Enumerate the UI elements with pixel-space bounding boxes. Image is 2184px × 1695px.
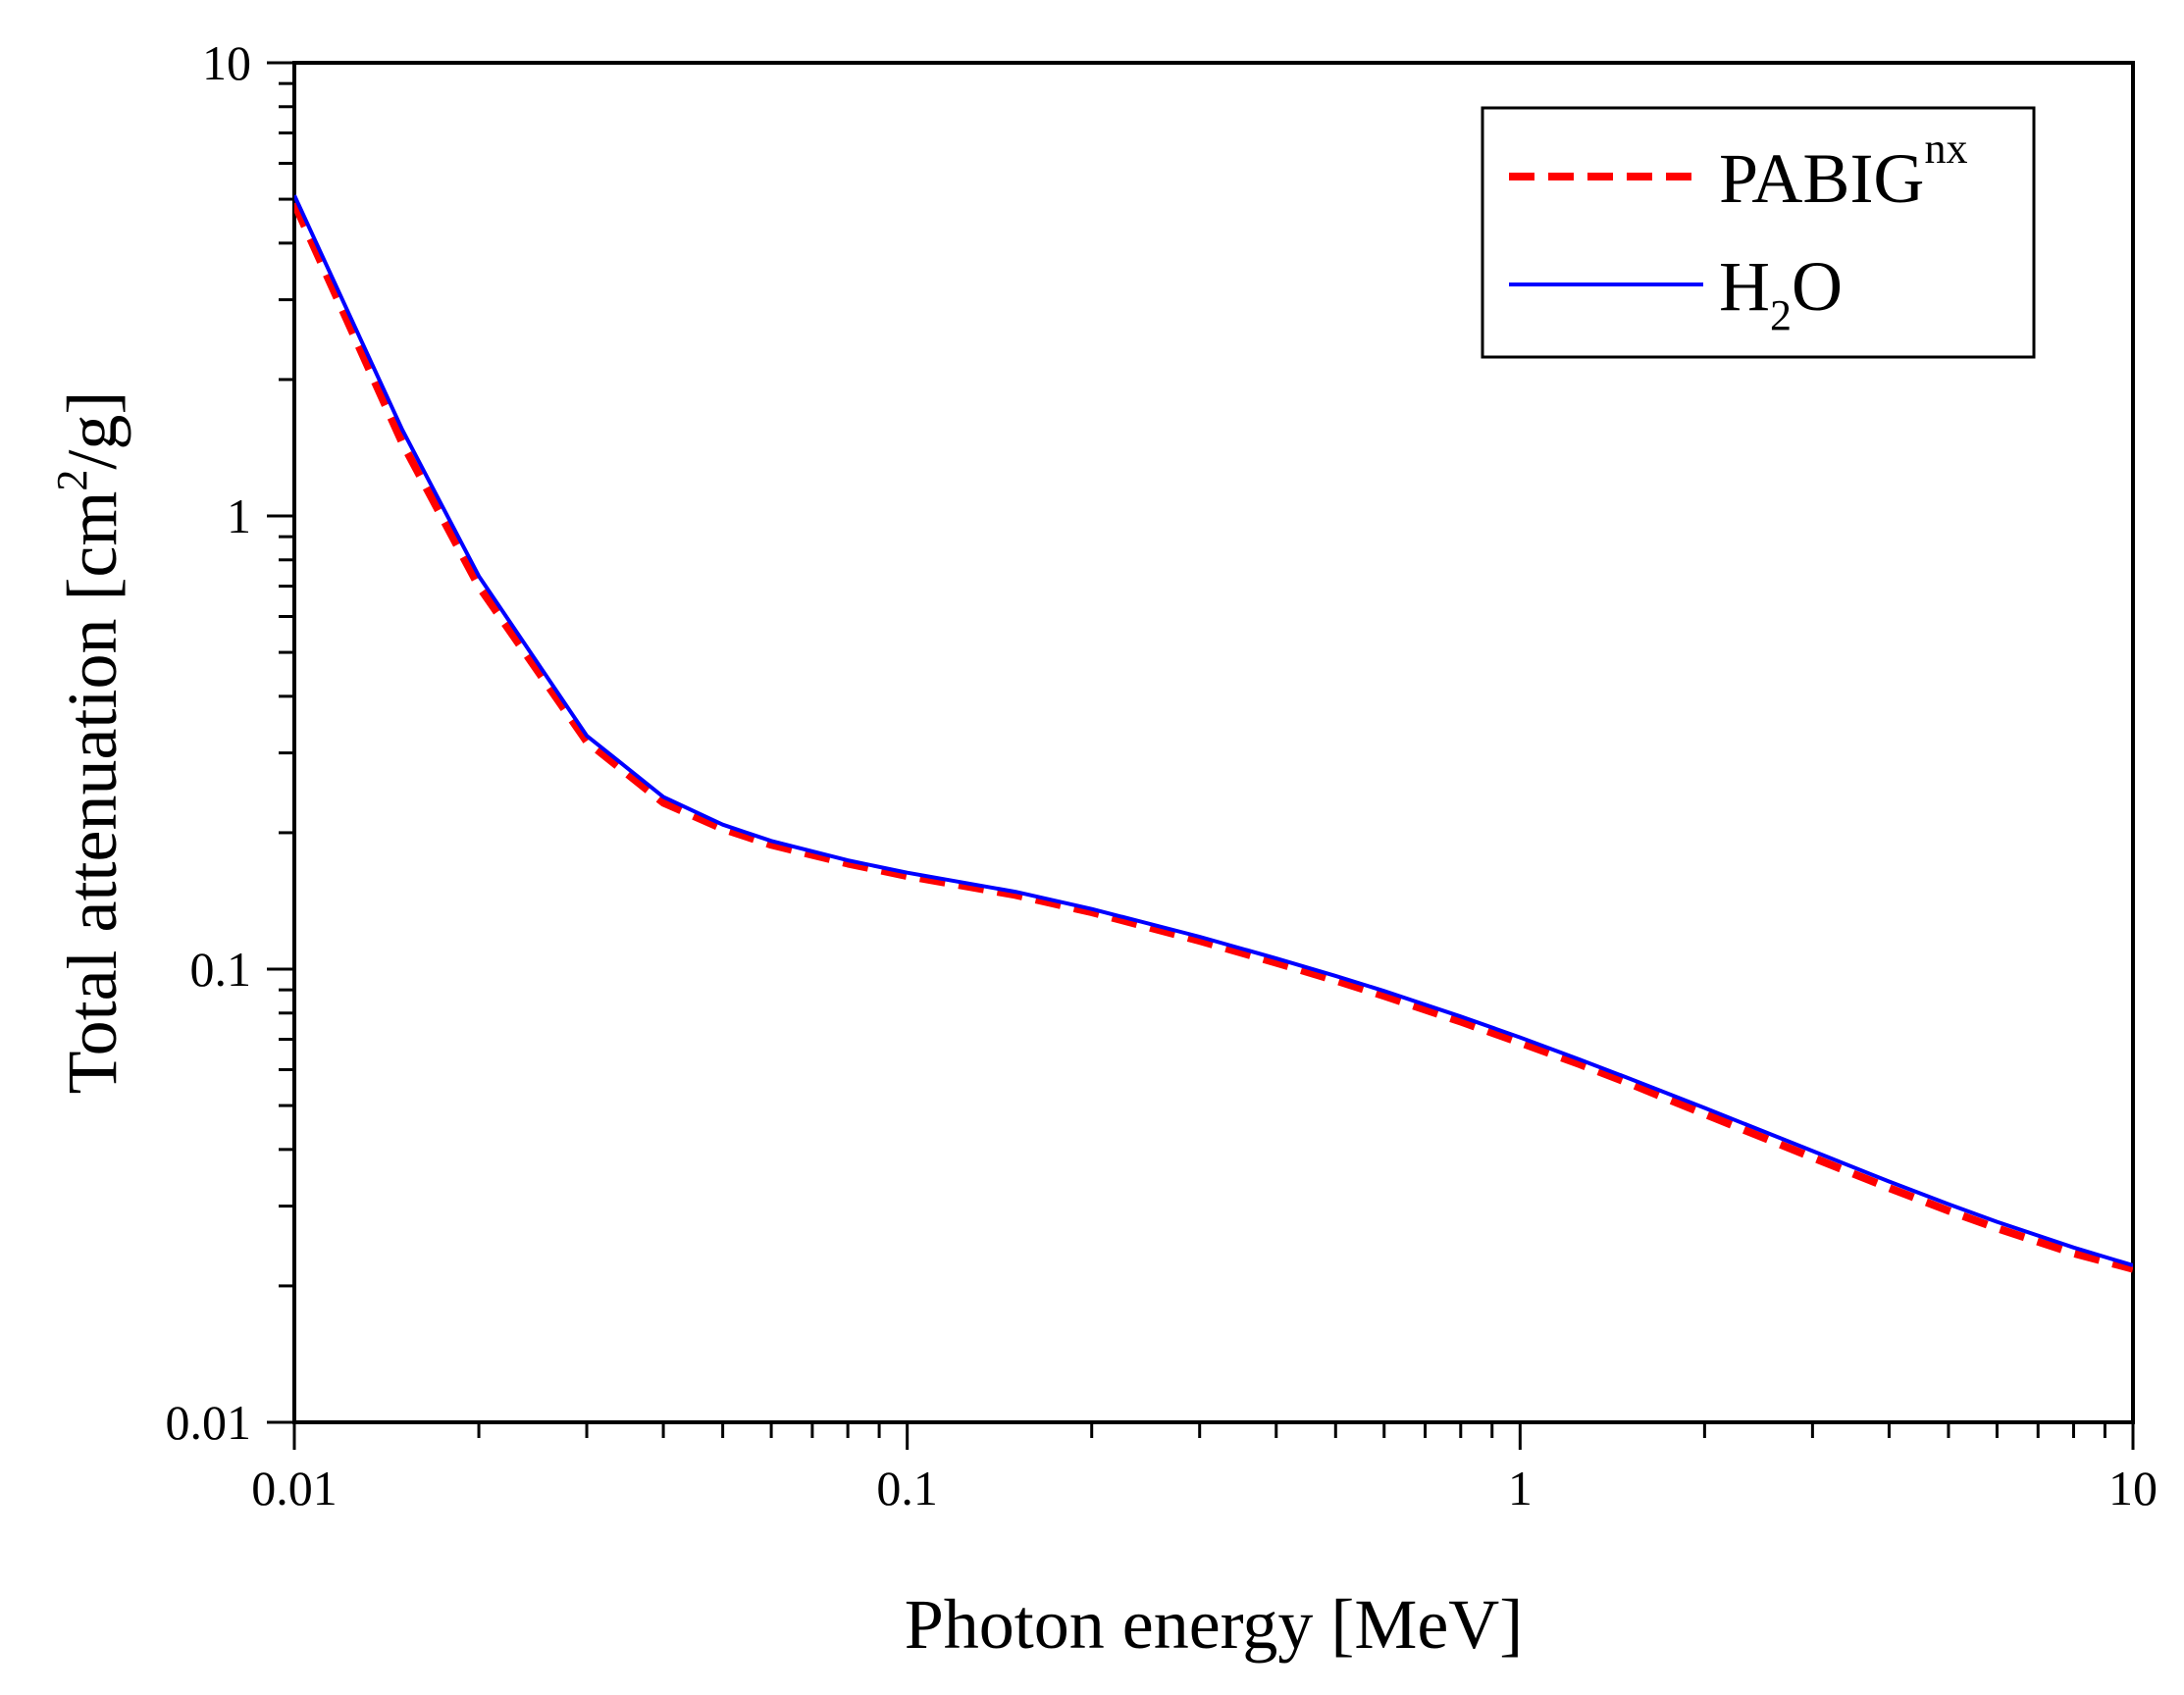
x-axis-title: Photon energy [MeV] bbox=[905, 1585, 1524, 1664]
legend-label-pabig: PABIGnx bbox=[1719, 125, 1967, 218]
y-axis-title-main: Total attenuation [cm bbox=[53, 491, 131, 1095]
legend-box bbox=[1481, 106, 2036, 359]
x-axis-ticks bbox=[292, 1422, 2135, 1450]
x-tick-label: 0.01 bbox=[251, 1461, 338, 1515]
series-line-pabig bbox=[294, 201, 2133, 1273]
legend-label-h2o-subscript: 2 bbox=[1770, 291, 1792, 339]
legend-label-h2o-main: H bbox=[1719, 247, 1770, 326]
legend-label-pabig-main: PABIG bbox=[1719, 139, 1924, 218]
y-tick-label: 0.01 bbox=[166, 1395, 252, 1450]
x-tick-label: 10 bbox=[2108, 1461, 2158, 1515]
y-tick-label: 10 bbox=[202, 35, 251, 90]
y-tick-label: 0.1 bbox=[190, 942, 252, 997]
series-line-h2o bbox=[294, 194, 2133, 1267]
legend: PABIGnx H2O bbox=[1481, 106, 2036, 359]
plot-frame bbox=[292, 61, 2135, 1424]
series-lines bbox=[294, 194, 2133, 1273]
x-tick-label: 0.1 bbox=[876, 1461, 938, 1515]
y-axis-tick-labels: 0.01 0.1 1 10 bbox=[166, 35, 252, 1450]
y-axis-title-superscript: 2 bbox=[48, 470, 96, 491]
legend-label-h2o: H2O bbox=[1719, 247, 1843, 339]
y-tick-label: 1 bbox=[227, 488, 251, 543]
y-axis-ticks bbox=[267, 61, 294, 1424]
y-axis-title: Total attenuation [cm2/g] bbox=[48, 391, 131, 1095]
y-axis-title-end: /g] bbox=[53, 391, 131, 470]
x-tick-label: 1 bbox=[1508, 1461, 1533, 1515]
legend-label-h2o-end: O bbox=[1792, 247, 1843, 326]
legend-label-pabig-superscript: nx bbox=[1924, 125, 1967, 173]
x-axis-tick-labels: 0.01 0.1 1 10 bbox=[251, 1461, 2158, 1515]
